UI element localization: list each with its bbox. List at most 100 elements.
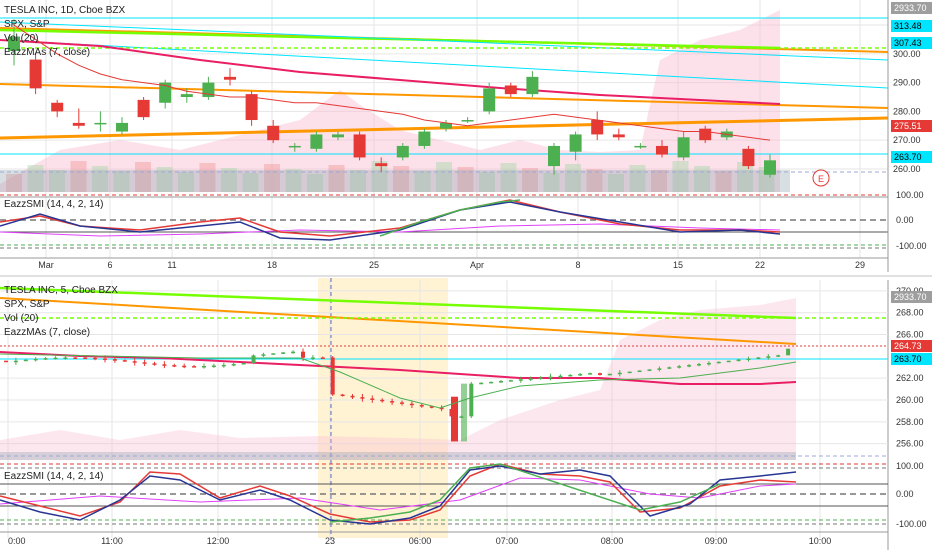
bottom-spx-area xyxy=(0,298,796,460)
bottom-green-trendline xyxy=(0,286,797,320)
bottom-legend-spx[interactable]: SPX, S&P xyxy=(4,299,50,310)
bottom-candle-body xyxy=(73,357,78,359)
bottom-green-ma xyxy=(0,353,797,409)
bottom-legend-title[interactable]: TESLA INC, 5, Cboe BZX xyxy=(4,285,118,296)
top-candle-body xyxy=(375,163,388,167)
bottom-candle-body xyxy=(528,378,533,380)
top-volume-bar xyxy=(543,173,560,192)
bottom-smi-signal xyxy=(0,477,797,511)
bottom-candle-body xyxy=(479,382,484,385)
bottom-candle-body xyxy=(43,358,48,360)
bottom-candle-body xyxy=(301,351,305,358)
top-volume-bar xyxy=(672,161,689,192)
top-pink-ma xyxy=(0,39,781,105)
bottom-candle-body xyxy=(578,374,583,376)
bottom-smi-red xyxy=(0,463,797,523)
top-candle-body xyxy=(569,134,582,152)
top-candle-body xyxy=(29,59,42,89)
top-volume-band xyxy=(0,170,790,192)
top-volume-bar xyxy=(113,171,130,192)
bottom-candle-body xyxy=(598,373,602,375)
top-panel-bg xyxy=(0,0,932,260)
bottom-time-tick: 23 xyxy=(325,536,335,546)
bottom-candle-body xyxy=(4,360,8,363)
top-candle-body xyxy=(418,131,431,146)
bottom-time-tick: 08:00 xyxy=(601,536,624,546)
top-volume-bar xyxy=(70,161,87,192)
top-volume-bar xyxy=(715,171,732,192)
top-candle-body xyxy=(742,148,755,167)
bottom-candle-body xyxy=(667,367,672,369)
bottom-candle-body xyxy=(786,348,791,356)
earnings-marker-label: E xyxy=(818,174,824,184)
bottom-smi-label[interactable]: EazzSMI (14, 4, 2, 14) xyxy=(4,471,104,482)
top-volume-bar xyxy=(694,166,710,192)
top-volume-bar xyxy=(242,173,259,192)
bottom-candle-body xyxy=(518,379,523,381)
top-candle-body xyxy=(612,134,625,138)
top-legend-mas[interactable]: EazzMAs (7, close) xyxy=(4,47,91,58)
top-candle-body xyxy=(699,128,712,141)
bottom-price-tick: 268.00 xyxy=(896,308,924,318)
top-volume-bar xyxy=(414,171,431,192)
top-candle-body xyxy=(72,122,85,126)
bottom-candle-body xyxy=(340,394,345,397)
bottom-price-tag-bg xyxy=(891,291,932,303)
bottom-price-tick: 256.00 xyxy=(896,439,924,449)
bottom-price-tick: 262.00 xyxy=(896,373,924,383)
top-candle-body xyxy=(504,85,517,95)
bottom-candle-body xyxy=(360,397,365,399)
top-volume-bar xyxy=(264,164,280,192)
top-candle-body xyxy=(677,137,690,158)
top-candle-body xyxy=(440,122,452,129)
bottom-candle-body xyxy=(657,368,662,370)
top-price-tag-label: 275.51 xyxy=(894,121,922,131)
top-volume-bar xyxy=(479,172,495,192)
top-date-tick: 8 xyxy=(575,260,580,270)
bottom-legend-mas[interactable]: EazzMAs (7, close) xyxy=(4,327,91,338)
bottom-candle-body xyxy=(499,381,503,383)
bottom-price-tick: 260.00 xyxy=(896,395,924,405)
bottom-candle-body xyxy=(211,365,216,368)
top-orange-trendline-2 xyxy=(0,83,889,109)
bottom-smi-tick: -100.00 xyxy=(896,519,927,529)
top-date-tick: 6 xyxy=(107,260,112,270)
bottom-time-tick: 0:00 xyxy=(8,536,26,546)
top-candle-body xyxy=(180,94,193,97)
bottom-candle-body xyxy=(202,366,206,368)
top-smi-label[interactable]: EazzSMI (14, 4, 2, 14) xyxy=(4,199,104,210)
top-price-tick: 270.00 xyxy=(893,135,921,145)
top-price-tag-bg xyxy=(891,37,932,49)
top-volume-bar xyxy=(6,174,22,192)
bottom-candle-body xyxy=(172,365,177,367)
bottom-candle-body xyxy=(291,351,296,354)
top-price-tag-bg xyxy=(891,2,932,14)
top-volume-bar xyxy=(156,167,173,192)
bottom-candle-body xyxy=(192,366,197,368)
top-date-tick: Apr xyxy=(470,260,484,270)
top-date-tick: 25 xyxy=(369,260,379,270)
bottom-smi-green xyxy=(329,463,721,523)
bottom-candle-body xyxy=(637,370,642,373)
bottom-candle-body xyxy=(221,364,226,367)
bottom-candle-body xyxy=(112,359,117,361)
top-candle-body xyxy=(764,160,776,175)
bottom-candle-body xyxy=(33,358,38,361)
bottom-candle-body xyxy=(439,407,444,410)
bottom-candle-body xyxy=(677,366,682,368)
top-volume-bar xyxy=(436,162,452,192)
top-legend-vol[interactable]: Vol (20) xyxy=(4,33,39,44)
top-legend: TESLA INC, 1D, Cboe BZX SPX, S&P Vol (20… xyxy=(4,4,125,60)
bottom-candle-body xyxy=(489,381,494,384)
top-price-tag-label: 313.48 xyxy=(894,21,922,31)
bottom-candle-body xyxy=(13,360,18,363)
top-volume-bar xyxy=(92,166,108,192)
top-legend-title[interactable]: TESLA INC, 1D, Cboe BZX xyxy=(4,5,126,16)
bottom-legend-vol[interactable]: Vol (20) xyxy=(4,313,39,324)
bottom-candle-body xyxy=(756,357,761,359)
top-legend-spx[interactable]: SPX, S&P xyxy=(4,19,50,30)
bottom-candle-body xyxy=(152,363,157,365)
bottom-big-green-candle xyxy=(461,383,467,442)
bottom-candle-body xyxy=(241,363,246,365)
top-volume-bar xyxy=(285,169,302,192)
